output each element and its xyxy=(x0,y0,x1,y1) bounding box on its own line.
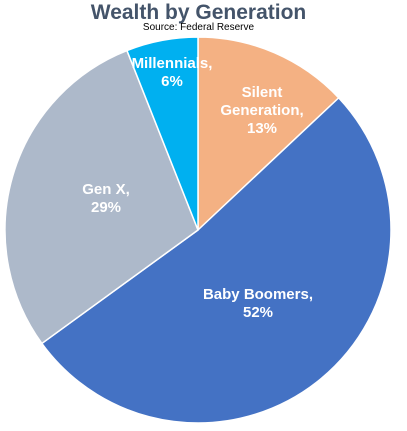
pie-slice-baby-boomers xyxy=(40,96,392,424)
chart-subtitle: Source: Federal Reserve xyxy=(142,22,255,33)
slice-label-gen-x: Gen X, 29% xyxy=(82,181,130,216)
chart-title: Wealth by Generation xyxy=(90,1,307,24)
slice-label-silent-generation: Silent Generation, 13% xyxy=(220,84,303,137)
slice-label-millennials: Millennials, 6% xyxy=(132,55,213,90)
pie-slice-millennials xyxy=(125,36,199,231)
pie-slice-silent-generation xyxy=(197,36,340,232)
slice-label-baby-boomers: Baby Boomers, 52% xyxy=(203,286,313,321)
pie-slice-gen-x xyxy=(4,49,199,345)
